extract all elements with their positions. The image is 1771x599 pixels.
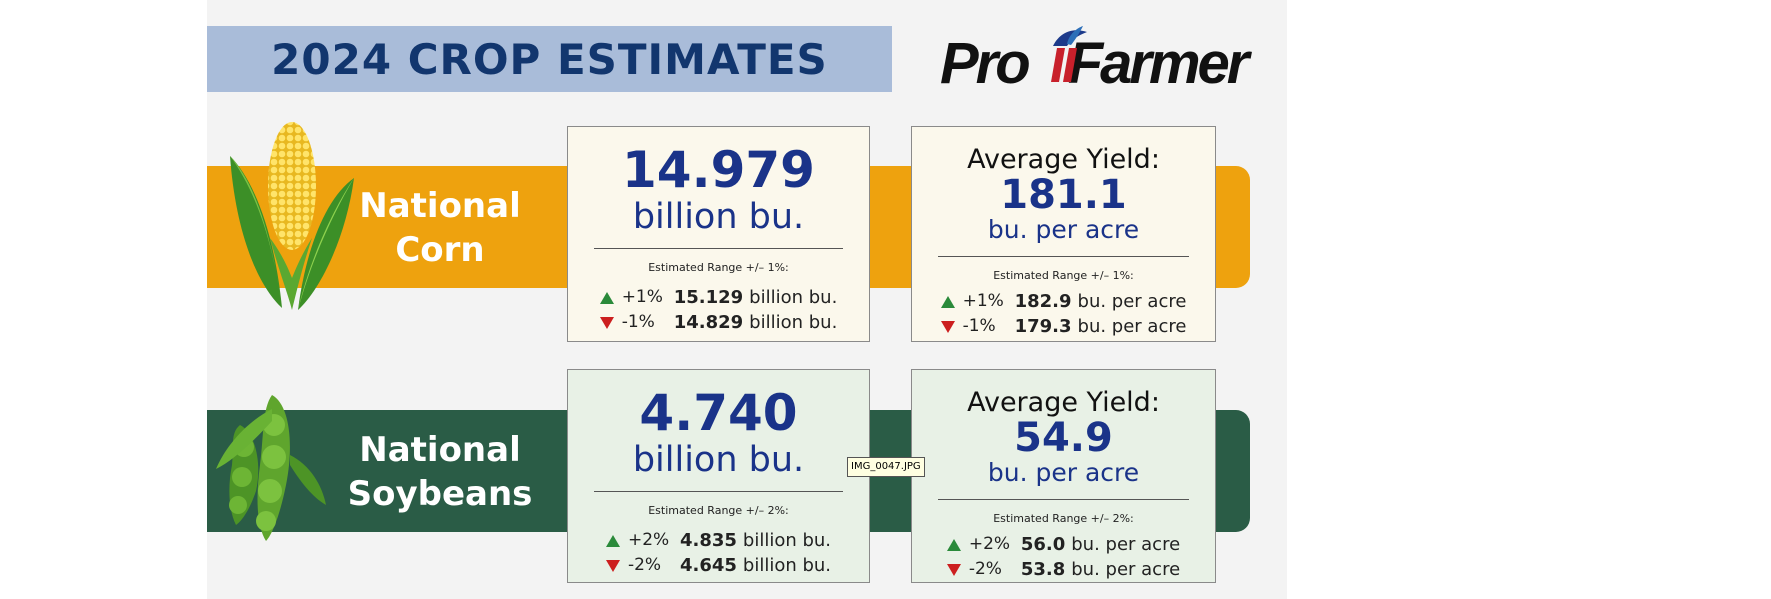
divider: [594, 248, 843, 249]
corn-yield-range-title: Estimated Range +/– 1%:: [993, 269, 1134, 282]
soybean-production-range-up: +2% 4.835 billion bu.: [568, 528, 869, 553]
soybean-yield-value: 54.9: [1014, 415, 1113, 461]
triangle-up-icon: [940, 295, 955, 308]
corn-production-range-title: Estimated Range +/– 1%:: [648, 261, 789, 274]
soybean-yield-range-up: +2% 56.0 bu. per acre: [912, 532, 1215, 557]
soybean-production-range-title: Estimated Range +/– 2%:: [648, 504, 789, 517]
filename-tooltip: IMG_0047.JPG: [847, 457, 925, 477]
corn-yield-card: Average Yield: 181.1 bu. per acre Estima…: [911, 126, 1216, 342]
corn-label: National Corn: [340, 184, 540, 272]
soybean-label-line2: Soybeans: [347, 474, 533, 514]
soybean-production-unit: billion bu.: [632, 440, 805, 480]
corn-yield-range-up: +1% 182.9 bu. per acre: [912, 289, 1215, 314]
soybean-yield-unit: bu. per acre: [987, 458, 1140, 487]
corn-yield-heading: Average Yield:: [967, 144, 1160, 175]
triangle-up-icon: [605, 534, 620, 547]
page-title: 2024 CROP ESTIMATES: [271, 34, 828, 84]
corn-production-range-up: +1% 15.129 billion bu.: [568, 285, 869, 310]
soybean-label: National Soybeans: [340, 428, 540, 516]
soybean-yield-heading: Average Yield:: [967, 387, 1160, 418]
soybean-label-line1: National: [359, 430, 521, 470]
triangle-up-icon: [946, 538, 961, 551]
corn-production-value: 14.979: [622, 141, 815, 199]
divider: [938, 499, 1189, 500]
triangle-down-icon: [946, 563, 961, 576]
corn-production-unit: billion bu.: [632, 197, 805, 237]
soybean-yield-card: Average Yield: 54.9 bu. per acre Estimat…: [911, 369, 1216, 583]
triangle-up-icon: [599, 291, 614, 304]
soybean-yield-range-title: Estimated Range +/– 2%:: [993, 512, 1134, 525]
soybean-pod-icon: [216, 395, 326, 541]
title-banner: 2024 CROP ESTIMATES: [207, 26, 892, 92]
soybean-yield-range-down: -2% 53.8 bu. per acre: [912, 557, 1215, 582]
corn-production-card: 14.979 billion bu. Estimated Range +/– 1…: [567, 126, 870, 342]
divider: [594, 491, 843, 492]
logo-text-right: Farmer: [1067, 31, 1250, 96]
soybean-production-range-down: -2% 4.645 billion bu.: [568, 553, 869, 578]
triangle-down-icon: [599, 316, 614, 329]
divider: [938, 256, 1189, 257]
logo-flag-icon: [1051, 26, 1087, 82]
logo-text-left: Pro: [940, 31, 1031, 96]
corn-yield-unit: bu. per acre: [987, 215, 1140, 244]
soybean-production-value: 4.740: [639, 384, 798, 442]
corn-label-line2: Corn: [395, 230, 485, 270]
triangle-down-icon: [940, 320, 955, 333]
corn-yield-range-down: -1% 179.3 bu. per acre: [912, 314, 1215, 339]
corn-production-range-down: -1% 14.829 billion bu.: [568, 310, 869, 335]
corn-yield-value: 181.1: [1000, 172, 1127, 218]
corn-label-line1: National: [359, 186, 521, 226]
corn-cob-icon: [230, 122, 354, 310]
soybean-production-card: 4.740 billion bu. Estimated Range +/– 2%…: [567, 369, 870, 583]
triangle-down-icon: [605, 559, 620, 572]
pro-farmer-logo: Pro Farmer: [940, 26, 1260, 96]
